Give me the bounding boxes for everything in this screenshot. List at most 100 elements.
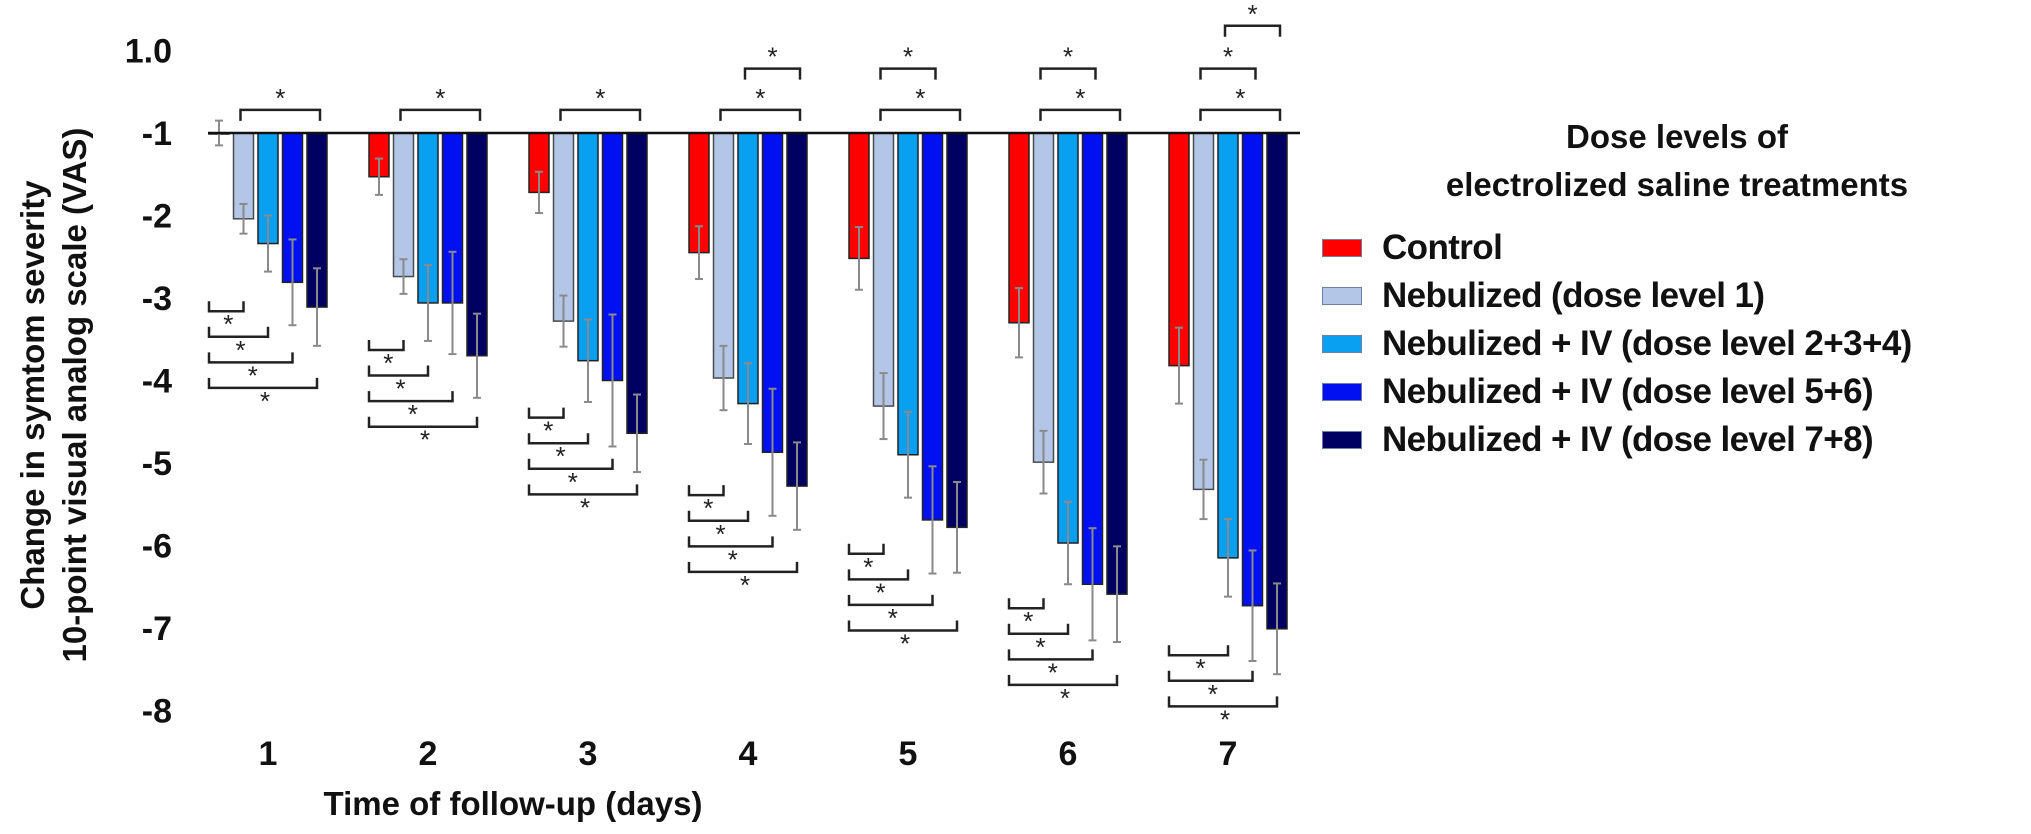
bar xyxy=(897,132,919,456)
significance-star: * xyxy=(1023,606,1033,636)
significance-bracket xyxy=(719,108,802,121)
significance-bracket xyxy=(367,391,454,403)
legend-item-nebulized-dose-1: Nebulized (dose level 1) xyxy=(1322,276,1765,316)
significance-star: * xyxy=(715,519,725,549)
y-axis-title-line-1: Change in symtom severity xyxy=(14,180,51,610)
significance-star: * xyxy=(435,83,445,113)
significance-bracket xyxy=(527,407,565,419)
significance-star: * xyxy=(1048,657,1058,687)
significance-star: * xyxy=(1247,0,1257,29)
significance-star: * xyxy=(235,335,245,365)
significance-star: * xyxy=(383,348,393,378)
significance-bracket xyxy=(743,67,802,80)
bar xyxy=(1217,132,1239,559)
significance-bracket xyxy=(879,108,962,121)
legend-item-control: Control xyxy=(1322,228,1503,268)
x-tick-label: 2 xyxy=(419,735,438,773)
bar xyxy=(1241,132,1264,607)
bar xyxy=(872,132,895,407)
y-tick-label: -8 xyxy=(142,693,172,731)
significance-bracket xyxy=(1167,670,1254,683)
significance-star: * xyxy=(568,467,578,497)
significance-bracket xyxy=(879,67,937,80)
legend-swatch xyxy=(1322,287,1362,305)
significance-bracket xyxy=(527,433,590,445)
legend-label: Nebulized + IV (dose level 2+3+4) xyxy=(1382,324,1912,363)
significance-star: * xyxy=(767,42,777,72)
y-axis-title: Change in symtom severity 10-point visua… xyxy=(14,128,93,663)
bar xyxy=(786,132,808,487)
bar xyxy=(1081,132,1104,586)
significance-bracket xyxy=(527,458,614,471)
bar xyxy=(1192,132,1215,491)
y-tick-label: -3 xyxy=(142,280,172,318)
significance-bracket xyxy=(1167,645,1230,657)
significance-star: * xyxy=(543,416,553,446)
bar xyxy=(921,132,944,521)
significance-bracket xyxy=(687,510,750,522)
legend-label: Nebulized + IV (dose level 7+8) xyxy=(1382,420,1874,459)
significance-bracket xyxy=(1199,108,1282,121)
bar xyxy=(392,132,415,278)
significance-star: * xyxy=(1223,42,1233,72)
bar xyxy=(712,132,735,379)
significance-bracket xyxy=(367,339,405,352)
bar xyxy=(1057,132,1079,544)
bars xyxy=(208,132,1288,630)
significance-bracket xyxy=(1223,24,1282,37)
legend-swatch xyxy=(1322,383,1362,401)
significance-bracket xyxy=(207,301,245,313)
significance-bracket xyxy=(1007,598,1045,610)
x-tick-label: 6 xyxy=(1059,735,1078,773)
significance-star: * xyxy=(1195,653,1205,683)
significance-star: * xyxy=(260,386,270,416)
significance-star: * xyxy=(555,441,565,471)
y-axis-ticks: 1.0 -1 -2 -3 -4 -5 -6 -7 -8 xyxy=(125,33,172,731)
significance-star: * xyxy=(595,83,605,113)
y-tick-label: -6 xyxy=(142,528,172,566)
x-tick-label: 4 xyxy=(739,735,758,773)
x-tick-label: 5 xyxy=(899,735,918,773)
significance-star: * xyxy=(395,374,405,404)
significance-bracket xyxy=(687,485,725,497)
y-tick-label: -1 xyxy=(142,115,172,153)
significance-star: * xyxy=(728,544,738,574)
significance-bracket xyxy=(367,365,430,377)
legend-label: Nebulized + IV (dose level 5+6) xyxy=(1382,372,1874,411)
legend-title-line-2: electrolized saline treatments xyxy=(1445,166,1909,203)
significance-star: * xyxy=(408,399,418,429)
significance-star: * xyxy=(1075,83,1085,113)
legend-item-nebulized-iv-dose-5-6: Nebulized + IV (dose level 5+6) xyxy=(1322,372,1874,412)
bar xyxy=(626,132,648,435)
significance-bracket xyxy=(847,569,910,581)
significance-bracket xyxy=(1007,674,1119,687)
significance-star: * xyxy=(875,577,885,607)
x-axis-ticks: 1 2 3 4 5 6 7 xyxy=(259,735,1238,773)
x-tick-label: 3 xyxy=(579,735,598,773)
significance-star: * xyxy=(580,492,590,522)
legend-swatch xyxy=(1322,239,1362,257)
significance-bracket xyxy=(1167,696,1279,708)
legend-item-nebulized-iv-dose-2-3-4: Nebulized + IV (dose level 2+3+4) xyxy=(1322,324,1912,364)
bar xyxy=(1106,132,1128,595)
significance-bracket xyxy=(399,108,482,121)
significance-star: * xyxy=(248,360,258,390)
significance-star: * xyxy=(1035,632,1045,662)
x-tick-label: 7 xyxy=(1219,735,1238,773)
significance-star: * xyxy=(1063,42,1073,72)
legend-swatch xyxy=(1322,431,1362,449)
bar xyxy=(1032,132,1055,463)
bar xyxy=(552,132,575,322)
significance-bracket xyxy=(1007,623,1070,636)
x-axis-title: Time of follow-up (days) xyxy=(324,785,703,822)
significance-bracket xyxy=(1039,108,1122,121)
significance-bracket xyxy=(847,594,934,607)
y-tick-label: 1.0 xyxy=(125,33,172,71)
significance-star: * xyxy=(915,83,925,113)
y-axis-title-line-2: 10-point visual analog scale (VAS) xyxy=(56,128,93,663)
significance-bracket xyxy=(559,108,642,121)
significance-bracket xyxy=(687,561,799,574)
y-tick-label: -5 xyxy=(142,445,172,483)
significance-bracket xyxy=(1007,649,1094,661)
